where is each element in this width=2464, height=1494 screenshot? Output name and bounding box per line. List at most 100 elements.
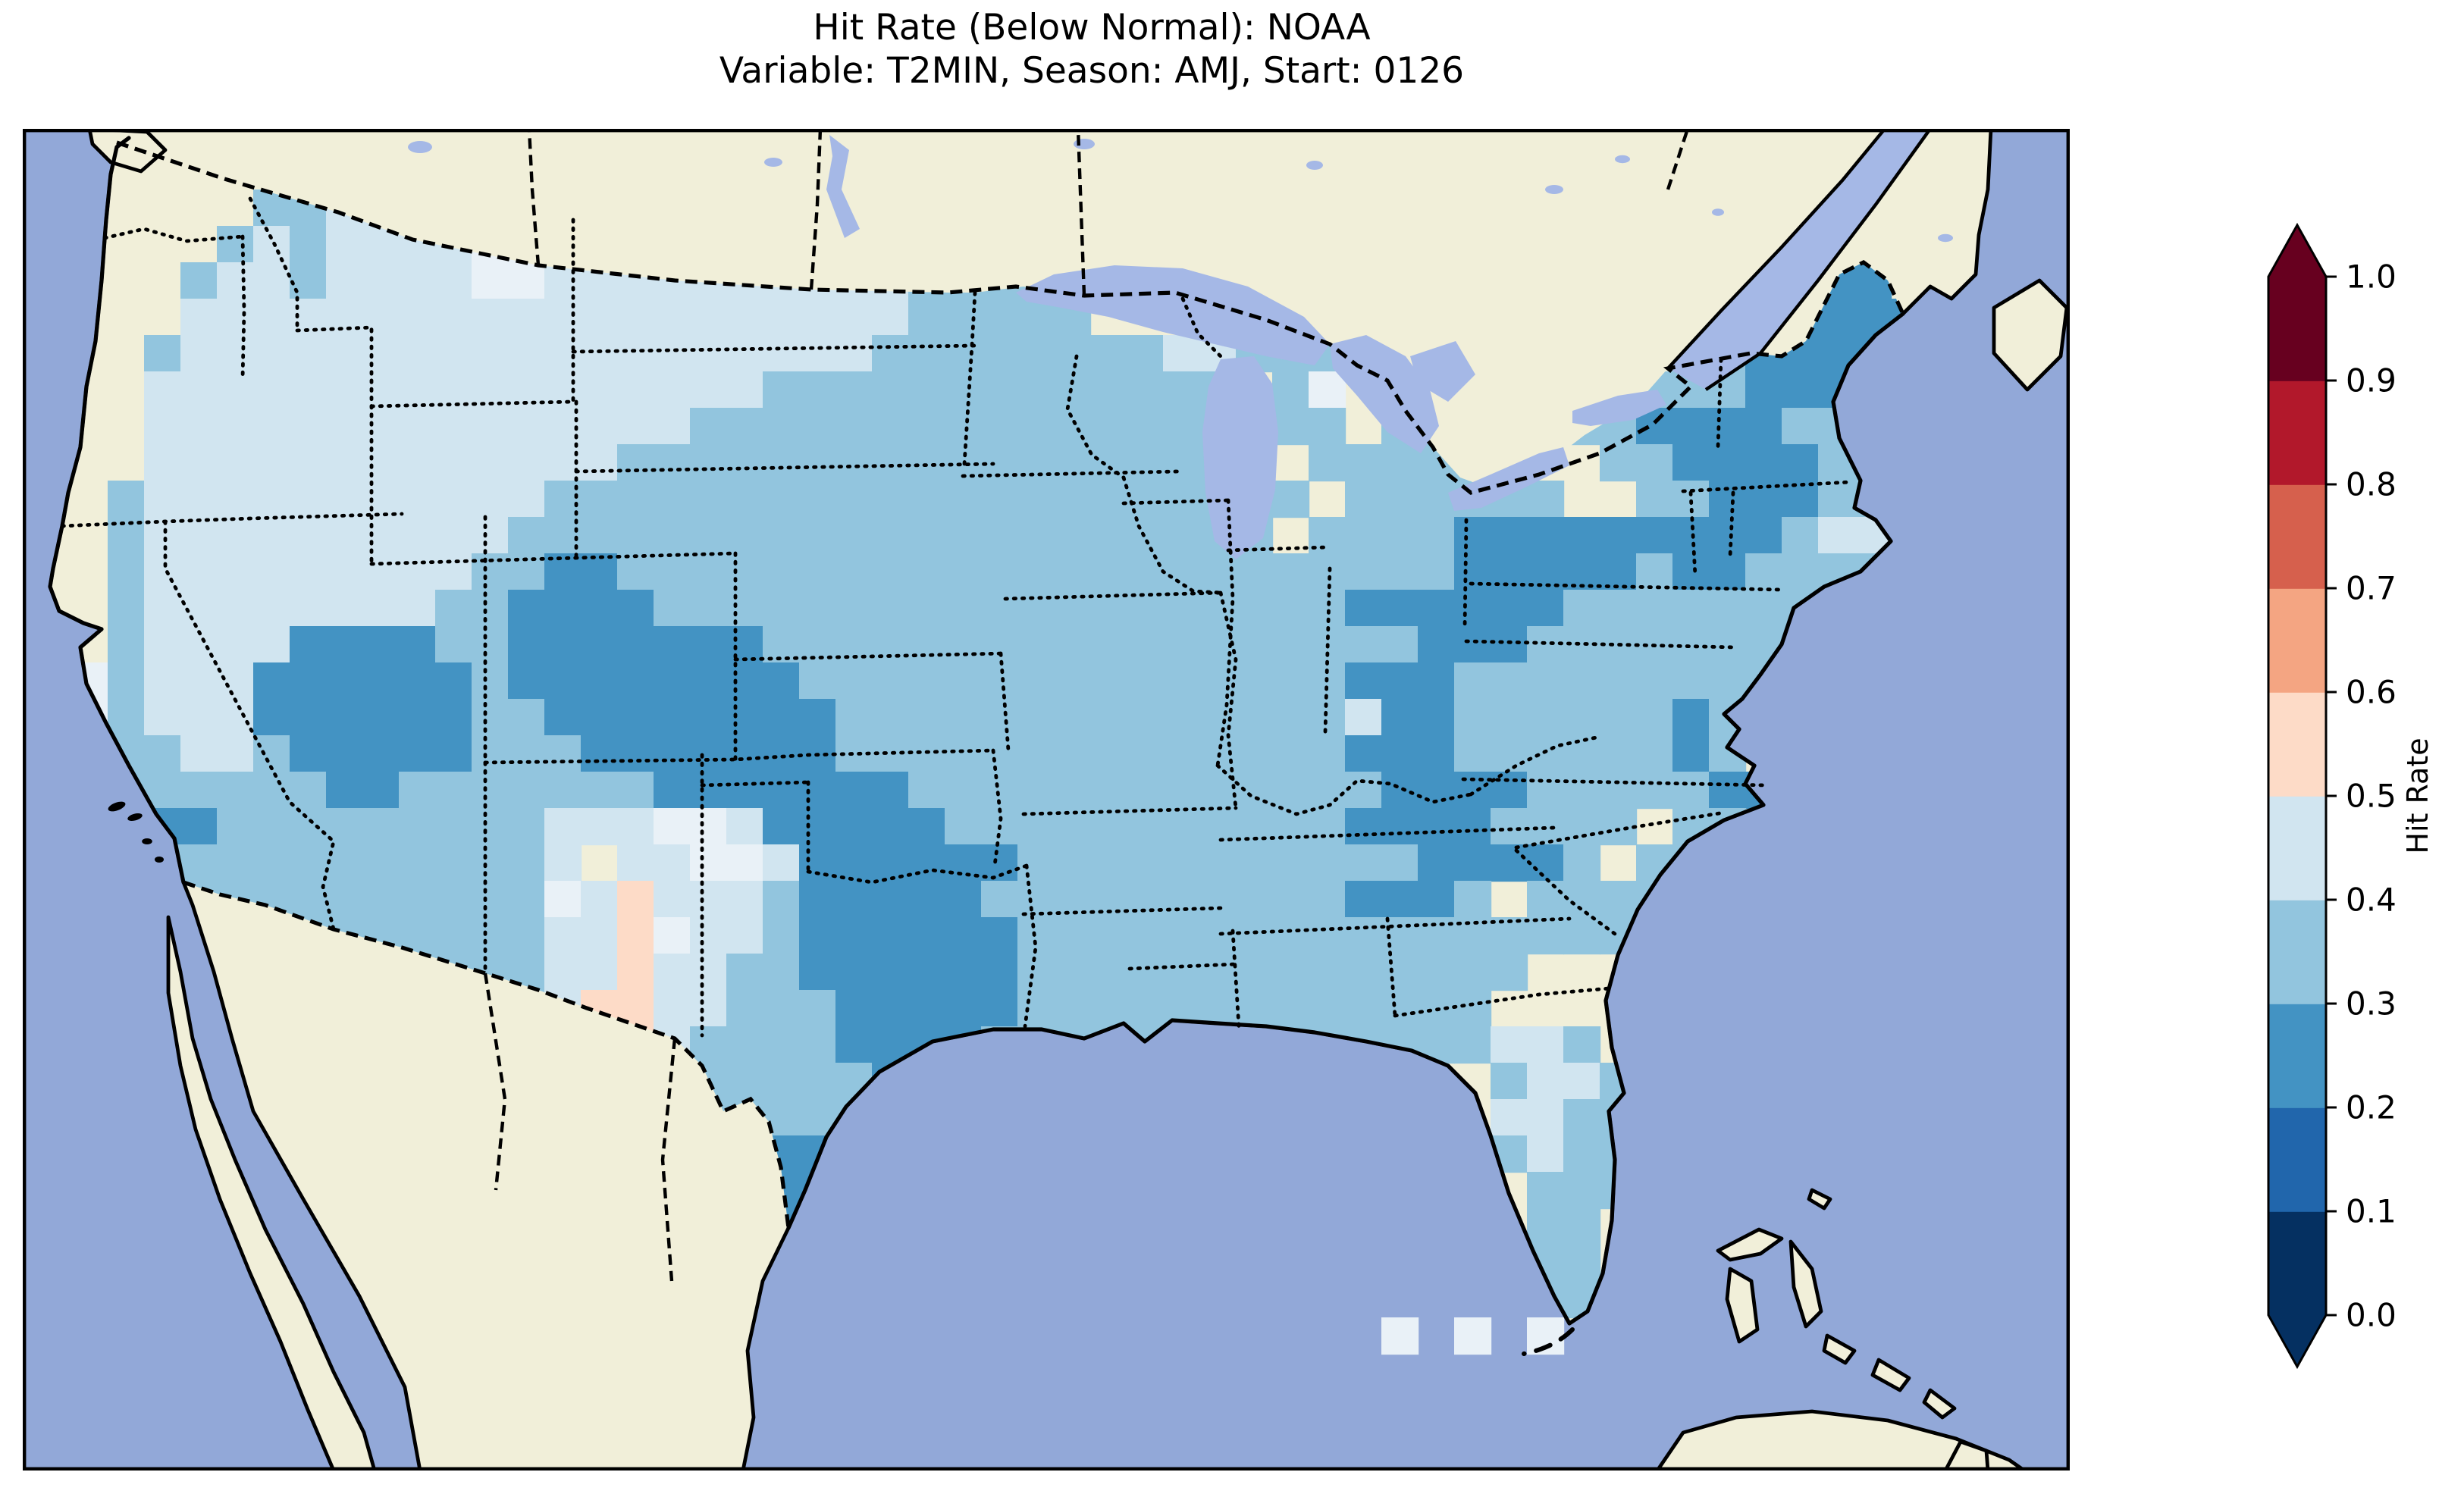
grid-cell	[1709, 517, 1747, 555]
grid-cell	[508, 481, 546, 518]
grid-cell	[1527, 1172, 1565, 1210]
grid-cell	[217, 481, 255, 518]
florida-keys	[1522, 1327, 1575, 1356]
grid-cell	[1454, 772, 1492, 810]
colorbar-tick-label: 0.1	[2346, 1193, 2397, 1230]
lake-superior	[1016, 265, 1330, 365]
grid-cell	[872, 917, 910, 955]
grid-cell	[1381, 990, 1419, 1028]
grid-cell	[1600, 662, 1638, 700]
grid-cell	[1127, 371, 1165, 409]
grid-cell	[981, 881, 1019, 919]
grid-cell	[1163, 772, 1201, 810]
grid-cell	[1309, 772, 1346, 810]
grid-cell	[290, 735, 328, 773]
grid-cell	[1199, 917, 1237, 955]
grid-cell	[908, 481, 946, 518]
grid-cell	[835, 662, 873, 700]
grid-cell	[180, 517, 218, 555]
grid-cell	[1563, 1135, 1601, 1173]
grid-cell	[253, 808, 291, 846]
grid-cell	[1563, 772, 1601, 810]
grid-cell	[1163, 444, 1201, 482]
grid-cell	[908, 772, 946, 810]
colorbar-tick-label: 0.9	[2346, 362, 2397, 399]
grid-cell	[908, 735, 946, 773]
grid-cell	[1345, 808, 1383, 846]
grid-cell	[835, 772, 873, 810]
grid-cell	[180, 699, 218, 737]
grid-cell	[362, 844, 400, 882]
grid-cell	[1090, 990, 1128, 1028]
grid-cell	[180, 299, 218, 337]
grid-cell	[690, 844, 728, 882]
grid-cell	[981, 990, 1019, 1028]
grid-cell	[908, 844, 946, 882]
grid-cell	[908, 626, 946, 664]
grid-cell	[1163, 590, 1201, 628]
grid-cell	[763, 517, 801, 555]
colorbar-tick-label: 0.4	[2346, 882, 2397, 919]
country-borders	[116, 129, 1905, 1282]
grid-cell	[1345, 990, 1383, 1028]
colorbar-tick-label: 0.3	[2346, 985, 2397, 1023]
grid-cell	[1381, 954, 1419, 991]
grid-cell	[544, 772, 582, 810]
grid-cell	[872, 553, 910, 591]
grid-cell	[1090, 553, 1128, 591]
grid-cell	[362, 371, 400, 409]
hispaniola-tip	[1943, 1439, 1990, 1471]
grid-cell	[399, 371, 437, 409]
grid-cell	[1127, 699, 1165, 737]
grid-cell	[1745, 553, 1783, 591]
grid-cell	[1054, 699, 1092, 737]
grid-cell	[617, 954, 655, 991]
grid-cell	[581, 735, 619, 773]
grid-cell	[690, 481, 728, 518]
grid-cell	[872, 772, 910, 810]
grid-cell	[1491, 1099, 1528, 1137]
grid-cell	[1527, 844, 1565, 882]
grid-cell	[1563, 517, 1601, 555]
grid-cell	[1418, 699, 1456, 737]
grid-cell	[144, 699, 182, 737]
grid-cell	[399, 808, 437, 846]
bahamas-islands	[1716, 1188, 1957, 1420]
grid-cell	[1818, 481, 1856, 518]
colorbar-bin	[2268, 277, 2326, 381]
cuba	[1655, 1409, 2027, 1471]
grid-cell	[835, 699, 873, 737]
grid-cell	[1017, 990, 1055, 1028]
grid-cell	[290, 590, 328, 628]
colorbar-axis-label: Hit Rate	[2401, 738, 2434, 853]
grid-cell	[1090, 371, 1128, 409]
grid-cell	[1127, 917, 1165, 955]
grid-cell	[472, 408, 509, 446]
grid-cell	[217, 590, 255, 628]
grid-cell	[217, 844, 255, 882]
grid-cell	[1491, 735, 1528, 773]
grid-cell	[362, 735, 400, 773]
grid-cell	[253, 371, 291, 409]
grid-cell	[835, 1026, 873, 1064]
grid-cell	[981, 517, 1019, 555]
grid-cell	[290, 335, 328, 373]
grid-cell	[435, 408, 473, 446]
grid-cell	[1163, 626, 1201, 664]
grid-cell	[1272, 772, 1310, 810]
grid-cell	[1491, 1063, 1528, 1101]
grid-cell	[763, 808, 801, 846]
grid-cell	[472, 917, 509, 955]
grid-cell	[581, 481, 619, 518]
grid-cell	[763, 1026, 801, 1064]
grid-cell	[1672, 735, 1710, 773]
grid-cell	[654, 444, 691, 482]
grid-cell	[1272, 371, 1310, 409]
grid-cell	[108, 553, 146, 591]
grid-cell	[472, 299, 509, 337]
grid-cell	[1272, 735, 1310, 773]
grid-cell	[1272, 808, 1310, 846]
grid-cell	[544, 662, 582, 700]
grid-cell	[1127, 990, 1165, 1028]
grid-cell	[1381, 444, 1419, 482]
